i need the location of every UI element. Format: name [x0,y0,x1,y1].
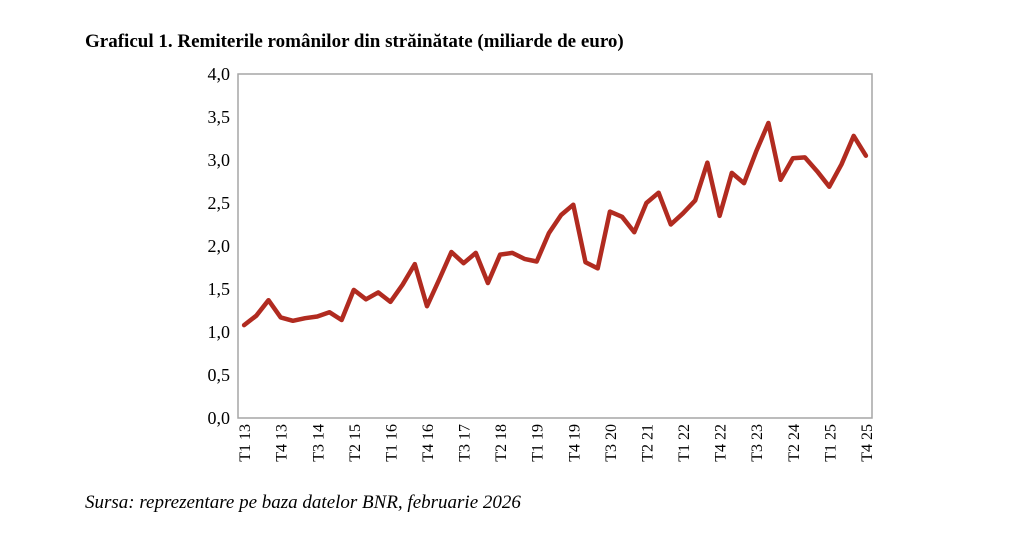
x-tick-label: T4 25 [859,424,876,462]
x-tick-label: T3 20 [603,424,620,462]
x-tick-label: T1 25 [822,424,839,462]
y-tick-label: 4,0 [208,64,231,84]
y-tick-label: 1,0 [208,322,231,342]
y-axis-labels: 0,0 0,5 1,0 1,5 2,0 2,5 3,0 3,5 4,0 [208,64,231,428]
x-tick-label: T4 22 [713,424,730,462]
x-tick-label: T2 21 [639,424,656,462]
x-tick-label: T4 16 [420,424,437,462]
y-tick-label: 2,0 [208,236,231,256]
x-tick-label: T1 22 [676,424,693,462]
x-tick-label: T1 13 [237,424,254,462]
x-tick-label: T4 13 [274,424,291,462]
x-tick-label: T2 18 [493,424,510,462]
plot-border [237,73,873,419]
y-tick-label: 1,5 [208,279,231,299]
y-tick-label: 0,5 [208,365,231,385]
x-tick-label: T3 14 [310,424,327,462]
chart-source: Sursa: reprezentare pe baza datelor BNR,… [85,492,521,513]
chart-title: Graficul 1. Remiterile românilor din str… [85,31,624,52]
y-tick-label: 3,5 [208,107,231,127]
x-tick-label: T1 19 [530,424,547,462]
x-axis-labels: T1 13 T4 13 T3 14 T2 15 T1 16 T4 16 T3 17 T2 18… [237,424,876,462]
x-tick-label: T4 19 [566,424,583,462]
x-tick-label: T3 23 [749,424,766,462]
y-tick-label: 0,0 [208,408,231,428]
x-tick-label: T1 16 [383,424,400,462]
x-tick-label: T2 15 [347,424,364,462]
x-tick-label: T3 17 [457,424,474,462]
y-tick-label: 2,5 [208,193,231,213]
remittances-line [241,120,869,328]
y-tick-label: 3,0 [208,150,231,170]
x-tick-label: T2 24 [786,424,803,462]
